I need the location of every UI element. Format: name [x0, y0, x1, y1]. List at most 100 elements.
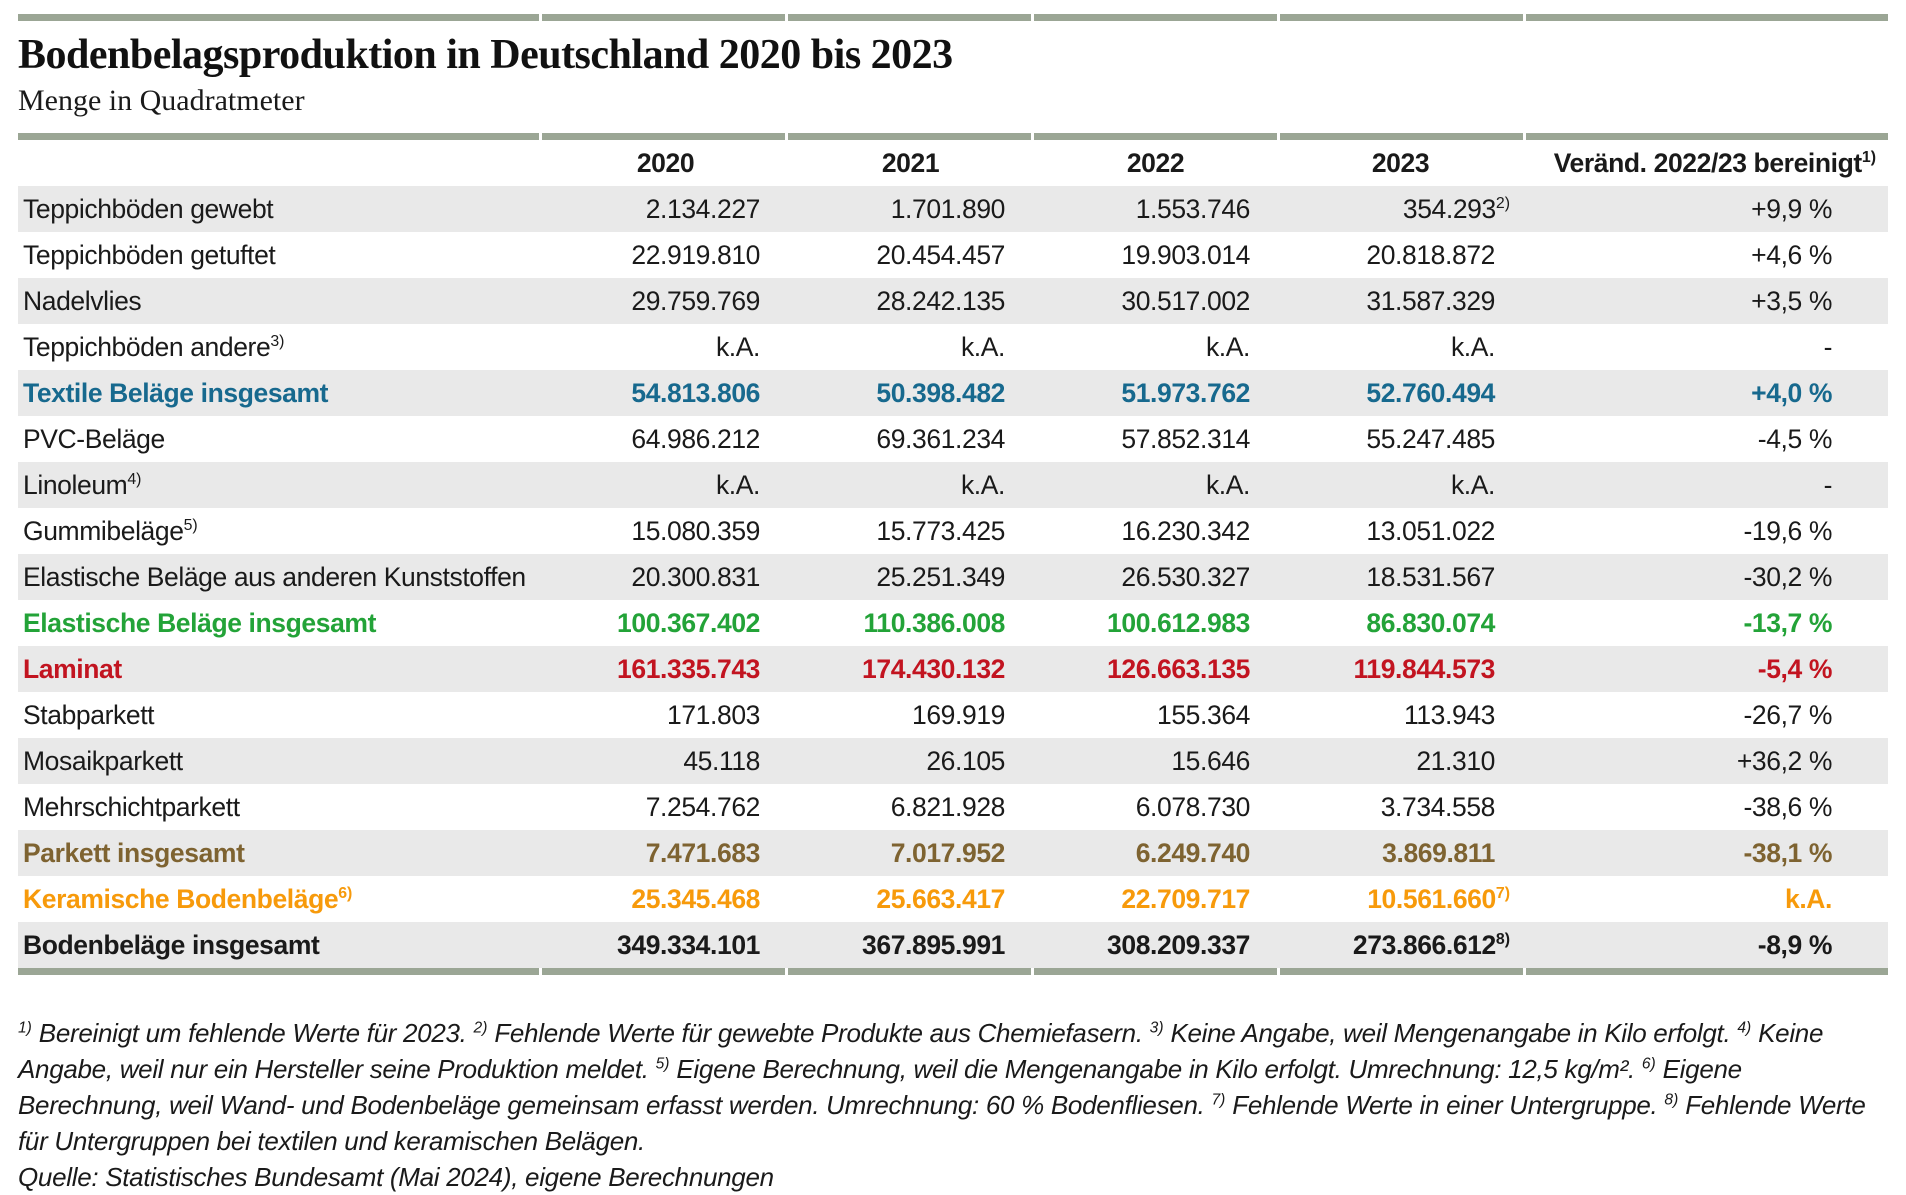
footnote-marker: 1) — [18, 1019, 32, 1037]
footnote-marker: 5) — [183, 516, 198, 534]
value-cell: 161.335.743 — [617, 653, 760, 684]
value-cell: k.A. — [715, 331, 760, 362]
row-label: Elastische Beläge insgesamt — [23, 607, 377, 638]
page-title: Bodenbelagsproduktion in Deutschland 202… — [18, 32, 953, 78]
value-cell: 2.134.227 — [645, 193, 761, 224]
value-cell: k.A. — [960, 469, 1005, 500]
row-label: PVC-Beläge — [23, 423, 165, 454]
value-cell: 21.310 — [1416, 745, 1495, 776]
change-cell: -30,2 % — [1743, 561, 1832, 592]
footnote-marker: 2) — [473, 1019, 488, 1037]
header-divider-rule — [18, 133, 1888, 141]
value-cell: 100.612.983 — [1107, 607, 1250, 638]
table-row: Textile Beläge insgesamt 54.813.806 50.398… — [18, 370, 1888, 417]
value-cell: 126.663.135 — [1107, 653, 1250, 684]
value-cell: 22.919.810 — [631, 239, 760, 270]
footnote: 3) Keine Angabe, weil Mengenangabe in Ki… — [1149, 1018, 1738, 1049]
value-cell: 349.334.101 — [617, 929, 760, 960]
change-cell: -4,5 % — [1757, 423, 1833, 454]
change-cell: +4,0 % — [1751, 377, 1832, 408]
value-cell: 50.398.482 — [876, 377, 1005, 408]
value-cell: 86.830.074 — [1366, 607, 1495, 638]
top-divider-rule — [18, 14, 1888, 21]
table-row: Keramische Bodenbeläge6) 25.345.468 25.663… — [18, 876, 1888, 922]
value-cell: 3.869.811 — [1382, 837, 1495, 868]
value-cell: 119.844.573 — [1353, 653, 1495, 684]
footnote-marker: 8) — [1495, 930, 1510, 948]
title-block: Bodenbelagsproduktion in Deutschland 202… — [18, 21, 1888, 133]
footnote: 2) Fehlende Werte für gewebte Produkte a… — [473, 1018, 1150, 1049]
column-header-2022: 2022 — [1126, 147, 1185, 178]
value-cell: 31.587.329 — [1366, 285, 1495, 316]
value-cell: k.A. — [1205, 331, 1250, 362]
change-cell: -26,7 % — [1743, 699, 1832, 730]
column-header-2020: 2020 — [636, 147, 695, 178]
row-label: Nadelvlies — [23, 285, 142, 316]
row-label: Teppichböden andere3) — [23, 331, 285, 362]
change-cell: -5,4 % — [1757, 653, 1833, 684]
column-header-empty — [18, 142, 543, 186]
column-header-change: Veränd. 2022/23 bereinigt1) — [1523, 142, 1888, 186]
value-cell: 6.821.928 — [890, 791, 1006, 822]
header-row: 2020 2021 2022 2023 Veränd. 2022/23 bere… — [18, 142, 1888, 186]
value-cell: 174.430.132 — [862, 653, 1005, 684]
footnote-marker: 2) — [1495, 194, 1510, 212]
footnote-marker: 3) — [270, 332, 285, 350]
value-cell: 169.919 — [912, 699, 1005, 730]
value-cell: 69.361.234 — [876, 423, 1005, 454]
change-cell: - — [1823, 469, 1833, 500]
value-cell: 45.118 — [683, 745, 760, 776]
row-label: Parkett insgesamt — [23, 837, 245, 868]
change-cell: +4,6 % — [1751, 239, 1832, 270]
change-cell: +9,9 % — [1751, 193, 1832, 224]
value-cell: 273.866.6128) — [1352, 929, 1510, 960]
table-row: PVC-Beläge 64.986.212 69.361.234 57.852.314… — [18, 416, 1888, 462]
value-cell: 16.230.342 — [1121, 515, 1250, 546]
change-cell: -38,6 % — [1743, 791, 1832, 822]
table-row: Bodenbeläge insgesamt 349.334.101 367.895.… — [18, 922, 1888, 969]
footnote-marker: 4) — [1737, 1019, 1752, 1037]
value-cell: 57.852.314 — [1121, 423, 1250, 454]
change-cell: -19,6 % — [1743, 515, 1832, 546]
footnote-marker: 8) — [1664, 1091, 1679, 1109]
value-cell: k.A. — [1450, 331, 1495, 362]
footnote-marker: 1) — [1861, 148, 1876, 166]
row-label: Linoleum4) — [23, 469, 142, 500]
value-cell: 6.078.730 — [1135, 791, 1251, 822]
value-cell: 367.895.991 — [862, 929, 1005, 960]
footnote-marker: 6) — [338, 884, 353, 902]
value-cell: 113.943 — [1403, 699, 1495, 730]
footer: 1) Bereinigt um fehlende Werte für 2023.… — [18, 1015, 1888, 1195]
value-cell: 308.209.337 — [1107, 929, 1250, 960]
value-cell: 7.017.952 — [890, 837, 1006, 868]
change-cell: k.A. — [1784, 883, 1832, 914]
source-line: Quelle: Statistisches Bundesamt (Mai 202… — [18, 1162, 774, 1193]
column-header-change-label: Veränd. 2022/23 bereinigt — [1553, 147, 1863, 178]
value-cell: 54.813.806 — [631, 377, 760, 408]
change-cell: +3,5 % — [1751, 285, 1832, 316]
value-cell: k.A. — [1450, 469, 1495, 500]
value-cell: 3.734.558 — [1380, 791, 1496, 822]
column-header-2021: 2021 — [881, 147, 940, 178]
value-cell: 1.701.890 — [890, 193, 1006, 224]
value-cell: 7.254.762 — [645, 791, 761, 822]
value-cell: 19.903.014 — [1121, 239, 1250, 270]
change-cell: -38,1 % — [1743, 837, 1832, 868]
value-cell: k.A. — [1205, 469, 1250, 500]
table-row: Parkett insgesamt 7.471.683 7.017.952 6.249… — [18, 830, 1888, 877]
bottom-divider-rule — [18, 968, 1888, 976]
value-cell: 13.051.022 — [1366, 515, 1495, 546]
table-body: Teppichböden gewebt 2.134.227 1.701.890 1.5… — [18, 186, 1888, 969]
row-label: Mehrschichtparkett — [23, 791, 240, 822]
value-cell: 110.386.008 — [863, 607, 1005, 638]
table-row: Elastische Beläge aus anderen Kunststoff… — [18, 554, 1888, 601]
value-cell: 15.646 — [1171, 745, 1250, 776]
footnote-marker: 6) — [1641, 1055, 1656, 1073]
table-row: Teppichböden getuftet 22.919.810 20.454.45… — [18, 232, 1888, 278]
value-cell: 15.080.359 — [631, 515, 760, 546]
table-row: Linoleum4) k.A. k.A. k.A. k.A. - — [18, 462, 1888, 509]
table-row: Teppichböden andere3) k.A. k.A. k.A. k.A. - — [18, 324, 1888, 370]
row-label: Teppichböden getuftet — [23, 239, 276, 270]
value-cell: k.A. — [715, 469, 760, 500]
